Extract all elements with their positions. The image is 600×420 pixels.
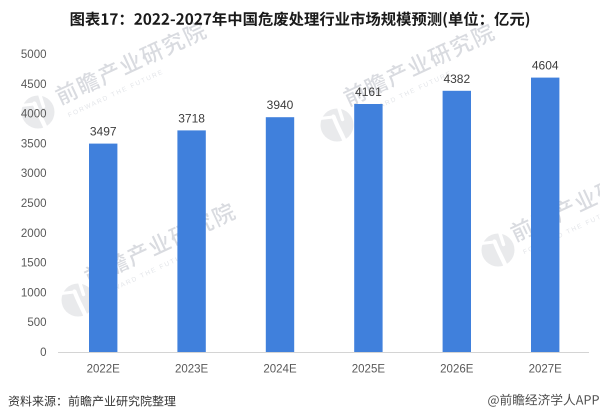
svg-text:3940: 3940 [267,98,294,112]
svg-text:3718: 3718 [178,111,205,125]
svg-text:2027E: 2027E [529,364,563,376]
svg-text:2500: 2500 [21,198,47,210]
svg-text:4161: 4161 [355,85,382,99]
svg-text:1000: 1000 [21,287,47,299]
svg-text:2000: 2000 [21,228,47,240]
svg-text:3500: 3500 [21,138,47,150]
svg-text:3000: 3000 [21,168,47,180]
svg-text:2025E: 2025E [352,364,386,376]
svg-text:1500: 1500 [21,258,47,270]
svg-text:4382: 4382 [443,72,470,86]
svg-text:2024E: 2024E [263,364,297,376]
svg-text:3497: 3497 [90,125,117,139]
svg-text:4500: 4500 [21,79,47,91]
svg-text:2022E: 2022E [87,364,121,376]
svg-text:4604: 4604 [532,59,559,73]
svg-text:5000: 5000 [21,49,47,61]
svg-text:4000: 4000 [21,109,47,121]
svg-text:2026E: 2026E [440,364,474,376]
svg-text:2023E: 2023E [175,364,209,376]
svg-text:500: 500 [27,317,46,329]
svg-text:0: 0 [40,347,46,359]
